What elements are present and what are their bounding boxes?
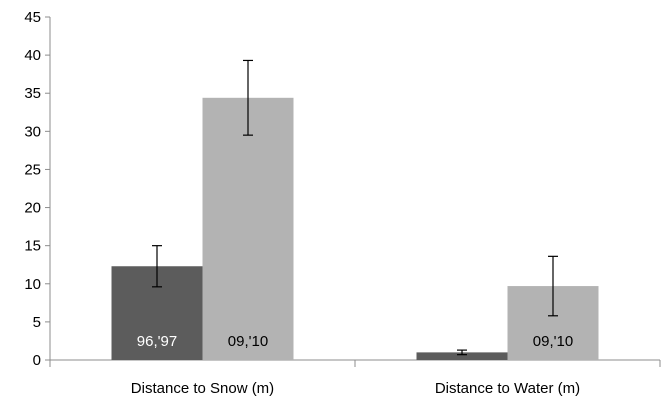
y-tick-label: 15	[24, 238, 41, 255]
y-tick-label: 0	[33, 352, 41, 369]
y-tick-label: 45	[24, 9, 41, 26]
category-label: Distance to Snow (m)	[131, 380, 274, 397]
bar-labels: 96,'97 09,'10 96,'97 09,'10	[137, 333, 573, 350]
y-tick-label: 20	[24, 200, 41, 217]
y-tick-label: 40	[24, 47, 41, 64]
bar-series-label: 96,'97	[137, 333, 177, 350]
category-labels: Distance to Snow (m) Distance to Water (m…	[131, 380, 580, 397]
x-axis	[49, 359, 661, 367]
error-bars	[152, 59, 558, 356]
bar-series-label: 96,'97	[442, 333, 482, 350]
y-tick-label: 30	[24, 123, 41, 140]
bar	[416, 352, 508, 360]
bars	[111, 97, 599, 360]
y-axis: 0 5 10 15 20 25 30 35 40 45	[24, 9, 51, 369]
y-tick-label: 5	[33, 314, 41, 331]
y-tick-label: 10	[24, 276, 41, 293]
y-tick-label: 35	[24, 85, 41, 102]
category-label: Distance to Water (m)	[435, 380, 580, 397]
y-tick-label: 25	[24, 161, 41, 178]
bar-series-label: 09,'10	[533, 333, 573, 350]
bar	[202, 97, 294, 360]
bar-series-label: 09,'10	[228, 333, 268, 350]
